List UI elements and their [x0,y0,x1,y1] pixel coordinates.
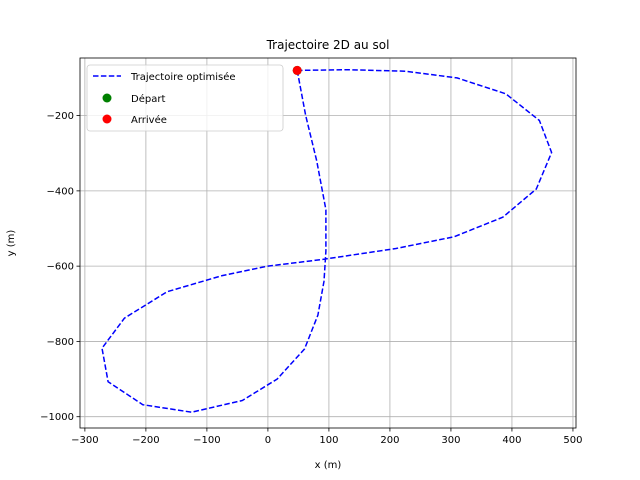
chart-title: Trajectoire 2D au sol [266,38,390,52]
axis-ticks: −300 −200 −100 0 100 200 300 400 500−1000−800−60… [40,111,582,446]
x-tick-label: 100 [319,435,338,446]
legend-marker-end [102,114,112,124]
y-tick-label: −1000 [40,412,74,423]
plot-frame [79,57,577,429]
legend-marker-start [102,93,112,103]
x-tick-label: −300 [71,435,98,446]
y-axis-label: y (m) [6,230,17,257]
x-tick-label: 0 [265,435,271,446]
y-tick-label: −800 [47,337,74,348]
legend-label-start: Départ [131,93,165,105]
legend: Trajectoire optimisée Départ Arrivée [86,64,284,132]
x-tick-label: −100 [193,435,220,446]
series-line-0 [101,68,553,413]
y-tick-label: −200 [47,111,74,122]
legend-label-end: Arrivée [131,114,167,126]
series-marker-2 [292,65,302,75]
y-tick-label: −400 [47,186,74,197]
x-tick-label: −200 [132,435,159,446]
x-axis-label: x (m) [315,460,342,471]
x-tick-label: 400 [502,435,521,446]
legend-box [86,64,284,132]
legend-label-trajectory: Trajectoire optimisée [130,71,236,83]
x-tick-label: 300 [441,435,460,446]
plot-series [101,65,553,413]
y-tick-label: −600 [47,262,74,273]
x-tick-label: 500 [563,435,582,446]
x-tick-label: 200 [380,435,399,446]
